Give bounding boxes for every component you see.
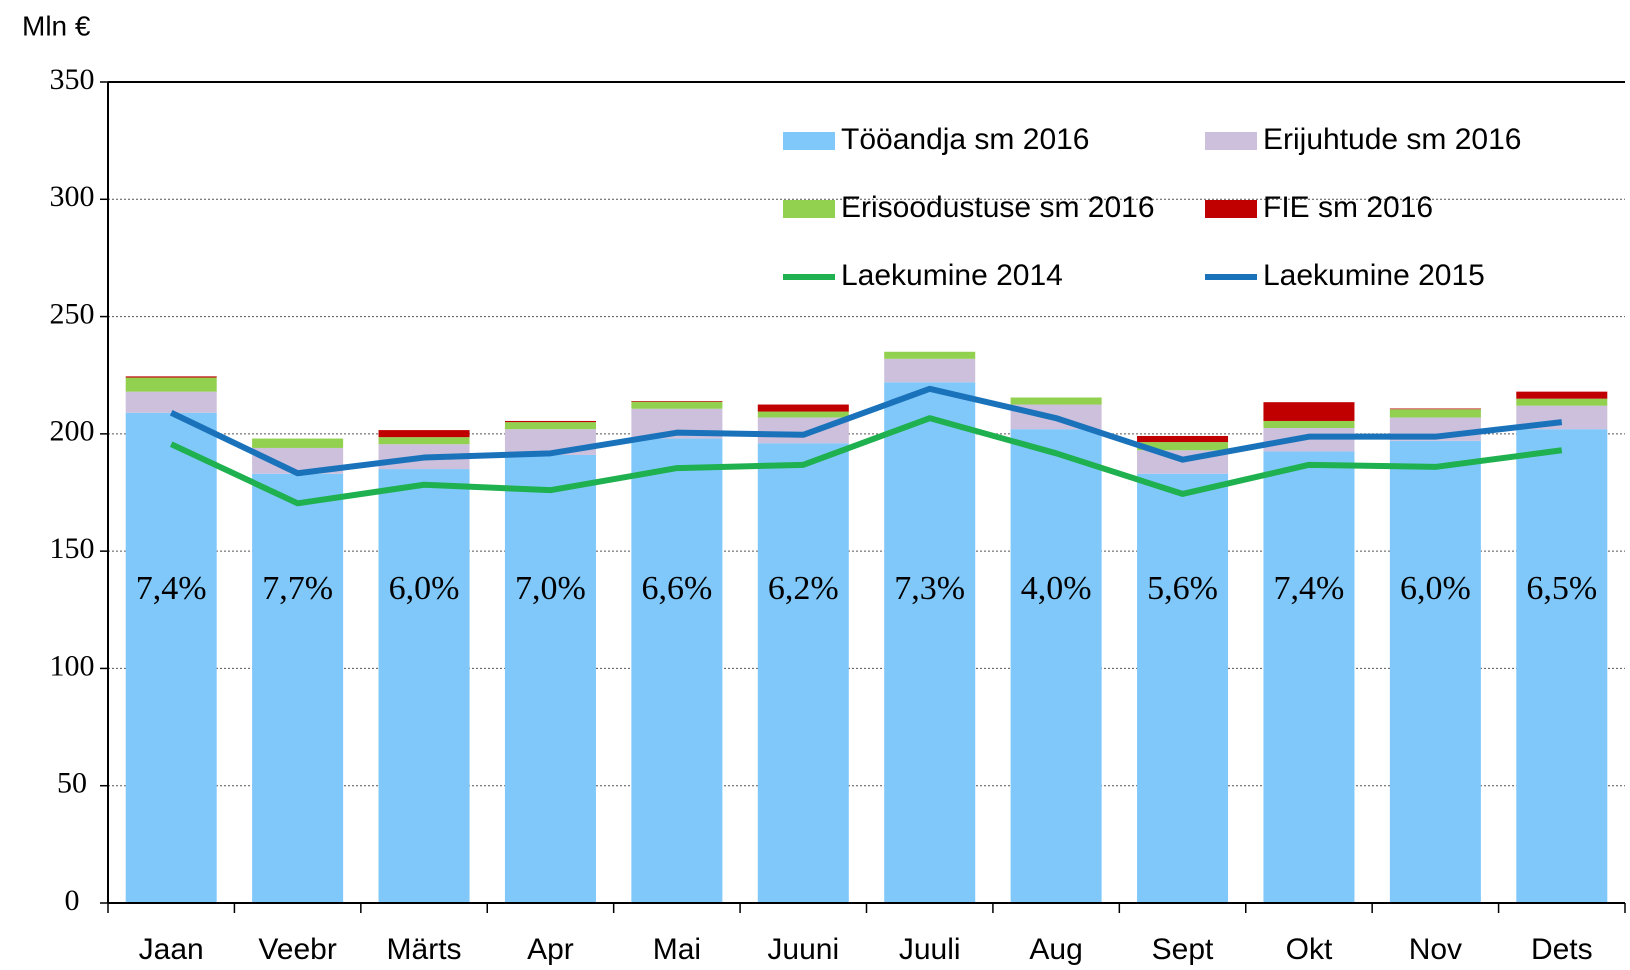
- y-axis-label: Mln €: [22, 10, 91, 41]
- bar-segment: [252, 438, 344, 448]
- annotation: 7,7%: [262, 570, 333, 607]
- bar-segment: [884, 382, 976, 903]
- y-tick-label: 100: [50, 649, 95, 682]
- bar-segment: [252, 473, 344, 903]
- bar-segment: [1263, 402, 1355, 421]
- legend-label: Erisoodustuse sm 2016: [841, 191, 1155, 224]
- annotation: 7,4%: [1274, 570, 1345, 607]
- bar-segment: [1516, 398, 1608, 406]
- y-tick-label: 300: [50, 180, 95, 213]
- bar-segment: [504, 420, 596, 423]
- bar-segment: [757, 411, 849, 418]
- legend-label: Tööandja sm 2016: [841, 123, 1090, 156]
- y-tick-label: 250: [50, 297, 95, 330]
- bar-segment: [757, 404, 849, 412]
- x-tick-label: Juuli: [899, 933, 961, 966]
- bar-segment: [1137, 473, 1229, 903]
- bar-segment: [631, 401, 723, 402]
- legend-swatch: [1205, 200, 1257, 218]
- y-tick-label: 350: [50, 63, 95, 96]
- bar-segment: [125, 376, 217, 378]
- x-tick-label: Aug: [1029, 933, 1082, 966]
- x-tick-label: Dets: [1531, 933, 1593, 966]
- x-tick-label: Märts: [387, 933, 462, 966]
- x-tick-label: Okt: [1286, 933, 1333, 966]
- bar-segment: [1137, 435, 1229, 443]
- legend-label: Laekumine 2015: [1263, 259, 1485, 292]
- bar-segment: [125, 391, 217, 413]
- x-tick-label: Jaan: [139, 933, 204, 966]
- x-tick-label: Apr: [527, 933, 574, 966]
- x-tick-label: Juuni: [767, 933, 839, 966]
- bar-segment: [1516, 391, 1608, 399]
- bar-segment: [884, 351, 976, 359]
- y-tick-label: 0: [65, 884, 80, 917]
- annotation: 7,0%: [515, 570, 586, 607]
- legend-label: Laekumine 2014: [841, 259, 1063, 292]
- annotation: 7,4%: [136, 570, 207, 607]
- bar-segment: [1389, 409, 1481, 418]
- y-tick-label: 150: [50, 532, 95, 565]
- x-tick-label: Veebr: [258, 933, 336, 966]
- bar-segment: [378, 469, 470, 903]
- bar-segment: [1516, 429, 1608, 903]
- legend-swatch: [783, 132, 835, 150]
- bar-segment: [1137, 442, 1229, 451]
- legend-label: FIE sm 2016: [1263, 191, 1433, 224]
- bar-segment: [1010, 429, 1102, 903]
- bar-segment: [504, 422, 596, 430]
- annotation: 4,0%: [1021, 570, 1092, 607]
- bar-segment: [1389, 408, 1481, 410]
- bar-segment: [884, 358, 976, 383]
- bar-segment: [125, 377, 217, 392]
- bar-segment: [125, 412, 217, 903]
- bar-segment: [378, 430, 470, 438]
- bar-segment: [1263, 451, 1355, 903]
- x-tick-label: Mai: [653, 933, 701, 966]
- legend-label: Erijuhtude sm 2016: [1263, 123, 1522, 156]
- legend-swatch: [783, 200, 835, 218]
- bar-segment: [631, 401, 723, 409]
- annotation: 6,6%: [641, 570, 712, 607]
- bar-segment: [504, 454, 596, 903]
- y-tick-label: 200: [50, 415, 95, 448]
- annotation: 7,3%: [894, 570, 965, 607]
- bar-segment: [1263, 420, 1355, 428]
- bar-segment: [631, 438, 723, 903]
- annotation: 6,2%: [768, 570, 839, 607]
- line: [169, 385, 1563, 477]
- legend-swatch: [1205, 132, 1257, 150]
- bar-segment: [1389, 440, 1481, 903]
- annotation: 6,0%: [389, 570, 460, 607]
- annotation: 6,5%: [1526, 570, 1597, 607]
- y-tick-label: 50: [57, 767, 87, 800]
- annotation: 5,6%: [1147, 570, 1218, 607]
- bar-segment: [1010, 397, 1102, 405]
- x-tick-label: Nov: [1409, 933, 1462, 966]
- bar-segment: [757, 443, 849, 903]
- x-tick-label: Sept: [1152, 933, 1214, 966]
- bar-segment: [378, 437, 470, 445]
- annotation: 6,0%: [1400, 570, 1471, 607]
- line: [169, 415, 1563, 507]
